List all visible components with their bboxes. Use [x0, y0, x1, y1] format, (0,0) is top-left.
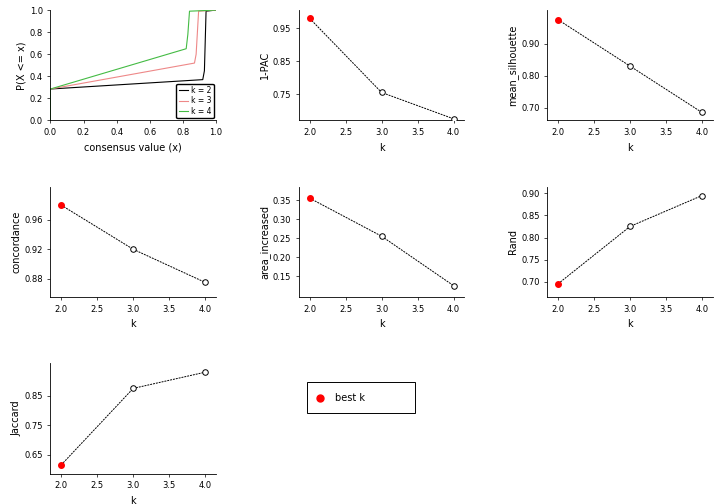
- X-axis label: k: k: [130, 320, 136, 329]
- Text: best k: best k: [336, 393, 365, 403]
- Y-axis label: mean_silhouette: mean_silhouette: [508, 25, 518, 106]
- X-axis label: k: k: [627, 143, 633, 153]
- Y-axis label: 1-PAC: 1-PAC: [260, 51, 270, 80]
- X-axis label: k: k: [379, 320, 384, 329]
- X-axis label: consensus value (x): consensus value (x): [84, 143, 182, 153]
- Bar: [307, 382, 415, 413]
- Y-axis label: area_increased: area_increased: [259, 205, 270, 279]
- X-axis label: k: k: [130, 496, 136, 504]
- Y-axis label: concordance: concordance: [12, 211, 22, 273]
- Legend: k = 2, k = 3, k = 4: k = 2, k = 3, k = 4: [176, 84, 214, 118]
- Y-axis label: Rand: Rand: [508, 229, 518, 255]
- X-axis label: k: k: [627, 320, 633, 329]
- X-axis label: k: k: [379, 143, 384, 153]
- Y-axis label: Jaccard: Jaccard: [12, 401, 22, 436]
- Y-axis label: P(X <= x): P(X <= x): [17, 41, 27, 90]
